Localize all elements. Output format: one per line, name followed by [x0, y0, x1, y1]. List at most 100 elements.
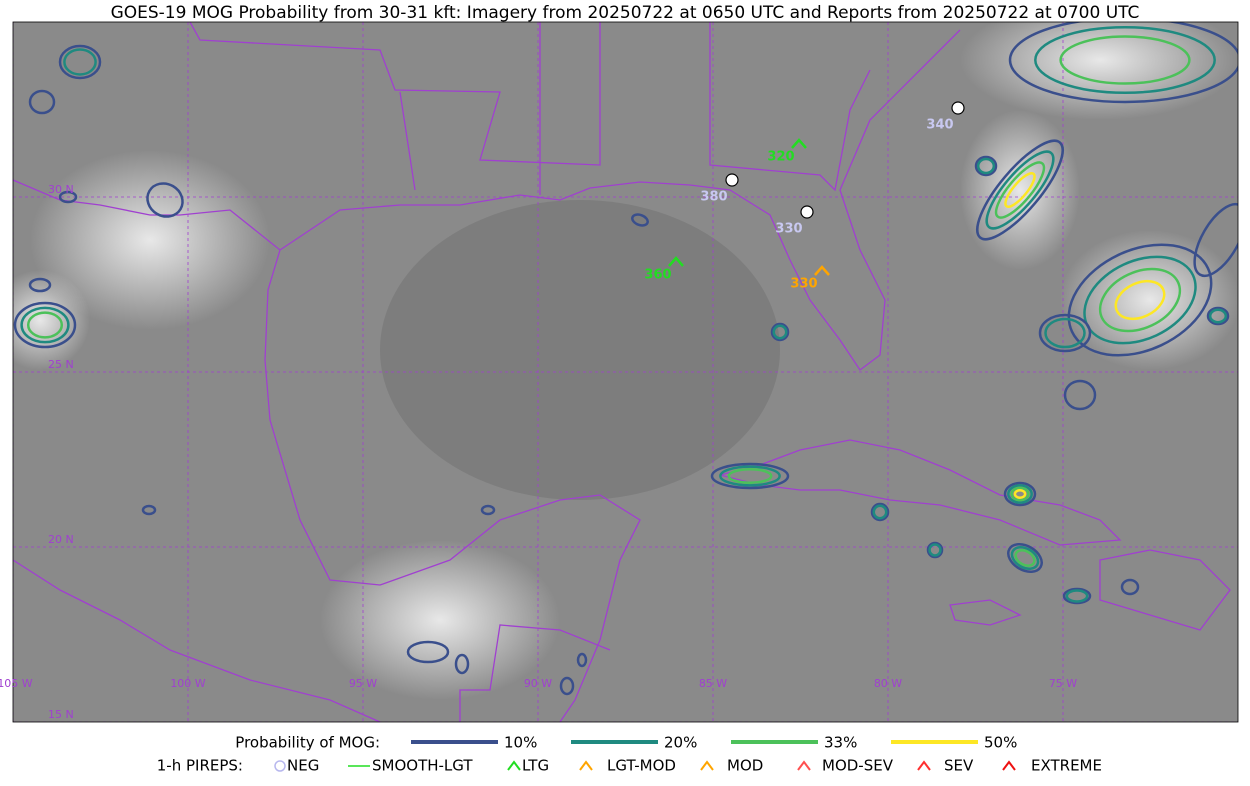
- contour: [1098, 267, 1182, 333]
- legend-label: 33%: [824, 734, 857, 752]
- contour: [13, 301, 77, 349]
- cuba: [719, 439, 1122, 546]
- legend-swatch: [917, 760, 931, 771]
- cloud: [960, 22, 1238, 120]
- legend-label: NEG: [287, 757, 319, 775]
- contour: [1114, 279, 1166, 321]
- legend-swatch: [579, 760, 593, 771]
- legend-swatch: [797, 760, 811, 771]
- map-labels: 30 N 25 N 20 N 15 N 105 W 100 W 95 W 90 W 85 W 80…: [0, 183, 1077, 721]
- contour: [1062, 587, 1092, 605]
- contour: [559, 676, 575, 696]
- coastline: [13, 29, 961, 371]
- contour: [454, 653, 470, 675]
- contour: [727, 468, 773, 484]
- pirep-label: 360: [644, 268, 671, 283]
- legend-label: MOD: [727, 757, 763, 775]
- lon-label: 85 W: [699, 677, 727, 690]
- contour: [1008, 22, 1238, 104]
- lon-label: 95 W: [349, 677, 377, 690]
- pirep-label: 340: [926, 118, 953, 133]
- contour: [1059, 35, 1191, 85]
- lon-label: 90 W: [524, 677, 552, 690]
- contour: [994, 161, 1046, 219]
- lon-label: 100 W: [170, 677, 205, 690]
- reports: 340 320 380 330 360 330: [644, 101, 965, 292]
- legend-label: 50%: [984, 734, 1017, 752]
- legend-label: EXTREME: [1031, 757, 1102, 775]
- pirep-symbol: [800, 205, 814, 219]
- contour: [631, 213, 649, 227]
- pirep-symbol: [791, 138, 807, 149]
- contour: [1206, 306, 1230, 326]
- contour: [576, 652, 588, 668]
- legend-swatch: [507, 760, 521, 771]
- contour: [1007, 484, 1033, 504]
- pirep-symbol: [725, 173, 739, 187]
- legend-swatch: [1002, 760, 1016, 771]
- contour: [1120, 578, 1140, 596]
- contour: [141, 504, 157, 516]
- contours: [13, 22, 1238, 696]
- pirep-label: 330: [790, 277, 817, 292]
- contour: [1003, 481, 1037, 507]
- pirep-symbol: [951, 101, 965, 115]
- legend-swatch: [274, 760, 286, 772]
- graticule: [13, 22, 1238, 722]
- contour: [1007, 543, 1043, 573]
- map: 340 320 380 330 360 330: [13, 22, 1238, 722]
- hispaniola: [1099, 549, 1231, 631]
- dry-region: [380, 200, 780, 500]
- legend-swatch: [700, 760, 714, 771]
- legend-label: SMOOTH-LGT: [372, 757, 473, 775]
- legend-label: 20%: [664, 734, 697, 752]
- legend-title: Probability of MOG:: [235, 734, 380, 752]
- contour: [406, 640, 450, 664]
- lon-label: 80 W: [874, 677, 902, 690]
- title: GOES-19 MOG Probability from 30-31 kft: …: [111, 3, 1140, 23]
- lat-label: 25 N: [48, 358, 74, 371]
- coastlines: [13, 22, 1231, 722]
- cloud: [30, 150, 270, 330]
- cloud: [960, 110, 1080, 270]
- contour: [58, 190, 78, 204]
- lon-label: 75 W: [1049, 677, 1077, 690]
- contour: [1065, 589, 1089, 603]
- contour: [974, 155, 998, 177]
- contour: [1067, 243, 1213, 357]
- contour: [1014, 549, 1036, 567]
- cloud: [320, 540, 560, 700]
- contour: [26, 311, 64, 339]
- contour: [1004, 172, 1036, 208]
- pirep-symbol: [814, 265, 830, 276]
- lat-label: 15 N: [48, 708, 74, 721]
- legend-label: 10%: [504, 734, 537, 752]
- legend-label: LTG: [522, 757, 549, 775]
- contour: [710, 462, 790, 490]
- borders: [189, 22, 871, 722]
- contour: [1193, 202, 1238, 278]
- contour: [28, 277, 52, 293]
- pirep-label: 380: [700, 190, 727, 205]
- legend: Probability of MOG: 1-h PIREPS: 10% 20% 33…: [157, 734, 1102, 775]
- legend-label: MOD-SEV: [822, 757, 894, 775]
- contour: [1044, 317, 1086, 349]
- coastline: [13, 559, 381, 722]
- contour: [1208, 308, 1228, 324]
- contour: [28, 89, 56, 115]
- legend-title: 1-h PIREPS:: [157, 757, 243, 775]
- contour: [1063, 379, 1097, 411]
- map-frame: [12, 21, 1239, 723]
- contour: [926, 541, 944, 559]
- contour: [1010, 486, 1030, 502]
- pirep-symbol: [668, 256, 684, 267]
- contour: [928, 543, 942, 557]
- pirep-label: 320: [767, 150, 794, 165]
- contour: [976, 139, 1064, 241]
- legend-label: LGT-MOD: [607, 757, 676, 775]
- coastline: [264, 249, 641, 722]
- contour: [58, 44, 102, 80]
- contour: [1010, 546, 1040, 570]
- jamaica: [949, 599, 1022, 626]
